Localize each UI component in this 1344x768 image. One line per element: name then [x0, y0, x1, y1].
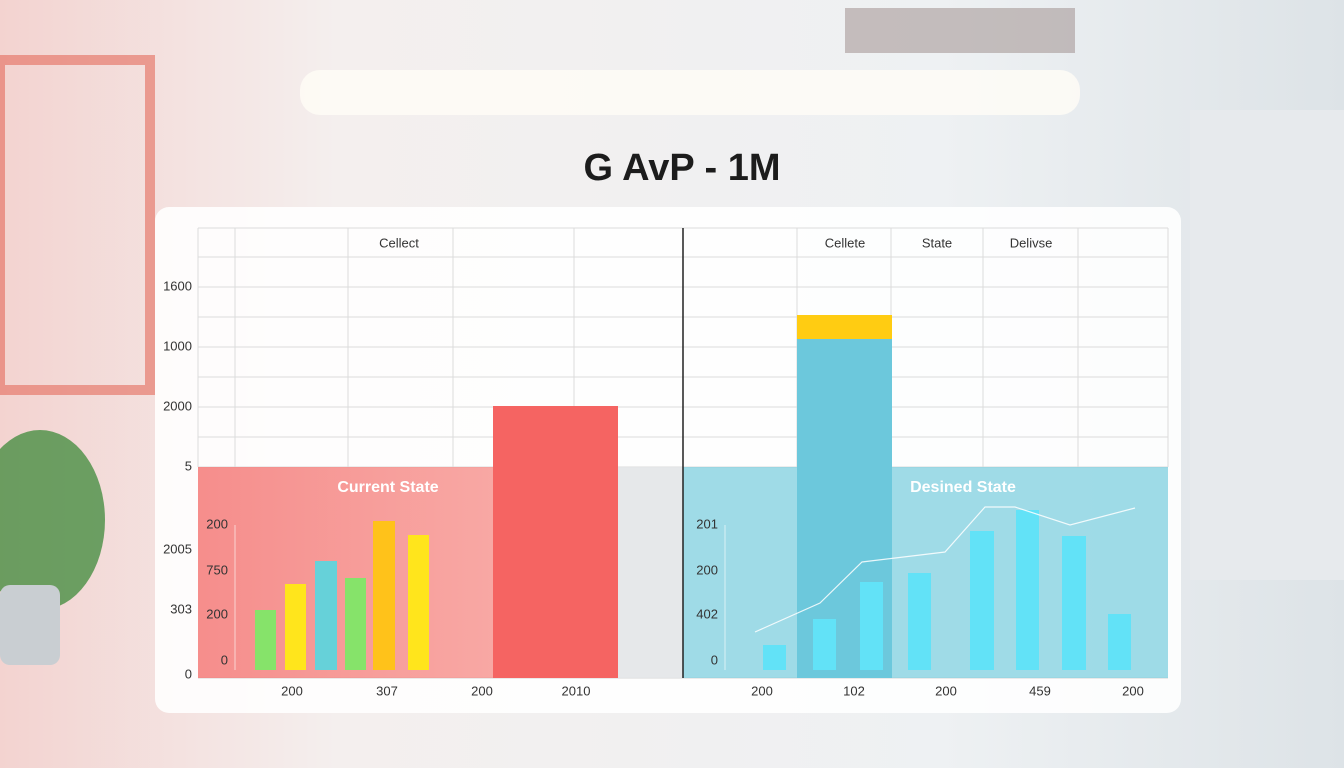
y-tick-label: 0 [185, 666, 192, 681]
x-tick-label: 307 [376, 683, 398, 698]
shaded-area [618, 467, 683, 678]
plant [0, 430, 105, 610]
chart-title: G AvP - 1M [583, 147, 780, 189]
small-bar [373, 521, 395, 670]
y-tick-label: 1000 [163, 338, 192, 353]
small-bar [860, 582, 883, 670]
plant-pot [0, 585, 60, 665]
inner-y-label: 200 [206, 606, 228, 621]
y-tick-label: 2005 [163, 541, 192, 556]
x-tick-label: 200 [935, 683, 957, 698]
small-bar [408, 535, 429, 670]
inner-y-label: 201 [696, 516, 718, 531]
trend-line [754, 506, 1136, 633]
y-tick-label: 5 [185, 458, 192, 473]
column-header: Cellete [825, 235, 865, 250]
overlay-label: Current State [337, 479, 438, 496]
small-bars [763, 510, 1131, 670]
y-tick-label: 1600 [163, 278, 192, 293]
y-tick-label: 303 [170, 601, 192, 616]
small-bar [1108, 614, 1131, 670]
large-bar-top [797, 315, 892, 339]
column-header: Cellect [379, 235, 419, 250]
ceiling-light [300, 70, 1080, 115]
x-tick-label: 200 [1122, 683, 1144, 698]
small-bar [315, 561, 337, 670]
column-header: Delivse [1010, 235, 1053, 250]
inner-y-label: 0 [221, 652, 228, 667]
column-header: State [922, 235, 952, 250]
small-bar [813, 619, 836, 670]
small-bar [1016, 510, 1039, 670]
y-tick-label: 2000 [163, 398, 192, 413]
inner-y-label: 200 [696, 562, 718, 577]
x-tick-label: 200 [751, 683, 773, 698]
wall [1190, 110, 1344, 580]
x-tick-label: 102 [843, 683, 865, 698]
inner-y-label: 0 [711, 652, 718, 667]
x-tick-label: 2010 [562, 683, 591, 698]
large-bar [493, 406, 618, 678]
inner-y-label: 750 [206, 562, 228, 577]
small-bar [345, 578, 366, 670]
window [0, 55, 155, 395]
small-bar [255, 610, 276, 670]
small-bar [970, 531, 994, 670]
small-bar [763, 645, 786, 670]
inner-y-label: 402 [696, 606, 718, 621]
ceiling-vent [845, 8, 1075, 53]
x-tick-label: 200 [471, 683, 493, 698]
small-bar [285, 584, 306, 670]
overlay-label: Desined State [910, 479, 1016, 496]
small-bar [1062, 536, 1086, 670]
x-tick-label: 459 [1029, 683, 1051, 698]
labels: Cellect Cellete State Delivse16001000200052… [163, 235, 1144, 698]
inner-y-label: 200 [206, 516, 228, 531]
x-tick-label: 200 [281, 683, 303, 698]
small-bar [908, 573, 931, 670]
